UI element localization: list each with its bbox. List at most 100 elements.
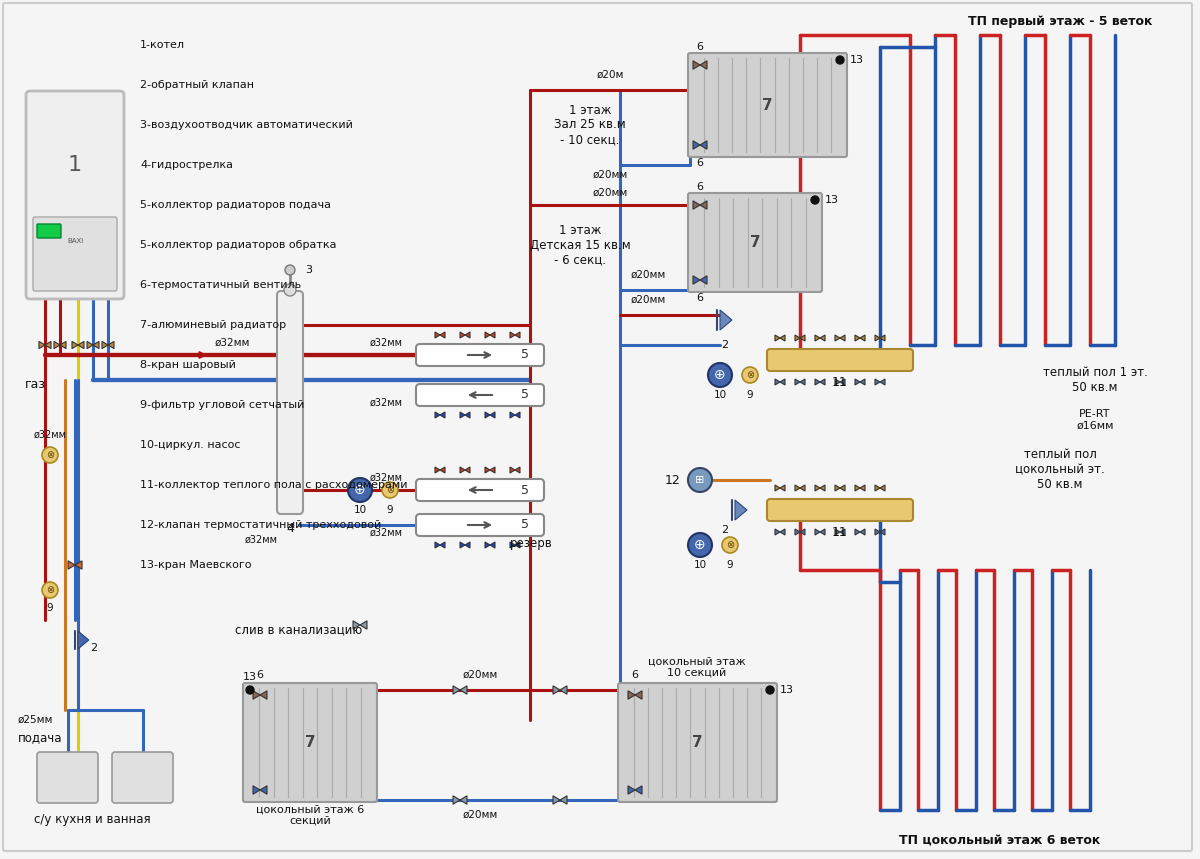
Polygon shape — [820, 379, 826, 385]
Polygon shape — [854, 335, 860, 341]
Polygon shape — [440, 412, 445, 418]
Polygon shape — [260, 691, 266, 699]
Polygon shape — [253, 786, 260, 795]
Text: 6: 6 — [696, 42, 703, 52]
Text: 4-гидрострелка: 4-гидрострелка — [140, 160, 233, 170]
Polygon shape — [490, 542, 496, 548]
Circle shape — [836, 56, 844, 64]
Polygon shape — [775, 335, 780, 341]
Polygon shape — [694, 276, 700, 284]
Polygon shape — [515, 412, 520, 418]
FancyBboxPatch shape — [416, 514, 544, 536]
Polygon shape — [860, 379, 865, 385]
Text: ТП первый этаж - 5 веток: ТП первый этаж - 5 веток — [968, 15, 1152, 28]
Circle shape — [742, 367, 758, 383]
Polygon shape — [720, 310, 732, 330]
Text: 7-алюминевый радиатор: 7-алюминевый радиатор — [140, 320, 286, 330]
Polygon shape — [360, 621, 367, 629]
Polygon shape — [515, 332, 520, 338]
Text: 5: 5 — [521, 519, 529, 532]
Polygon shape — [88, 341, 94, 349]
Text: ø32мм: ø32мм — [370, 398, 403, 408]
Text: 11: 11 — [832, 375, 848, 388]
Text: 6: 6 — [696, 158, 703, 168]
Text: цокольный этаж
10 секций: цокольный этаж 10 секций — [648, 656, 746, 678]
Polygon shape — [800, 335, 805, 341]
Polygon shape — [815, 529, 820, 535]
Text: 3-воздухоотводчик автоматический: 3-воздухоотводчик автоматический — [140, 120, 353, 130]
Polygon shape — [835, 529, 840, 535]
Text: ⊗: ⊗ — [726, 540, 734, 550]
Text: подача: подача — [18, 732, 62, 745]
Text: теплый пол 1 эт.
50 кв.м: теплый пол 1 эт. 50 кв.м — [1043, 366, 1147, 394]
Circle shape — [708, 363, 732, 387]
Polygon shape — [796, 529, 800, 535]
Polygon shape — [553, 685, 560, 694]
Text: 5: 5 — [521, 349, 529, 362]
FancyBboxPatch shape — [767, 499, 913, 521]
Polygon shape — [485, 542, 490, 548]
Polygon shape — [875, 485, 880, 491]
Text: 10: 10 — [694, 560, 707, 570]
Polygon shape — [74, 561, 82, 570]
Polygon shape — [835, 485, 840, 491]
Polygon shape — [436, 467, 440, 473]
Text: 10: 10 — [714, 390, 726, 400]
Polygon shape — [880, 379, 886, 385]
Circle shape — [811, 196, 818, 204]
Text: 9-фильтр угловой сетчатый: 9-фильтр угловой сетчатый — [140, 400, 305, 410]
Polygon shape — [800, 529, 805, 535]
Text: ⊗: ⊗ — [746, 370, 754, 380]
Polygon shape — [820, 485, 826, 491]
Polygon shape — [460, 332, 466, 338]
FancyBboxPatch shape — [416, 344, 544, 366]
Polygon shape — [694, 141, 700, 149]
Text: 2: 2 — [721, 340, 728, 350]
Polygon shape — [835, 335, 840, 341]
Text: ⊗: ⊗ — [46, 585, 54, 595]
Polygon shape — [860, 485, 865, 491]
Text: газ: газ — [25, 379, 46, 392]
Polygon shape — [553, 795, 560, 804]
Text: слив в канализацию: слив в канализацию — [235, 624, 362, 637]
Text: ⊗: ⊗ — [386, 485, 394, 495]
Text: 6: 6 — [257, 670, 264, 680]
Text: 13-кран Маевского: 13-кран Маевского — [140, 560, 252, 570]
Polygon shape — [54, 341, 60, 349]
Polygon shape — [510, 542, 515, 548]
Circle shape — [42, 447, 58, 463]
FancyBboxPatch shape — [767, 349, 913, 371]
Polygon shape — [775, 485, 780, 491]
Polygon shape — [560, 685, 568, 694]
Text: 5: 5 — [521, 388, 529, 401]
Text: с/у кухня и ванная: с/у кухня и ванная — [34, 813, 150, 826]
Polygon shape — [875, 529, 880, 535]
Text: 6: 6 — [631, 670, 638, 680]
Text: 7: 7 — [762, 98, 773, 113]
FancyBboxPatch shape — [37, 752, 98, 803]
Polygon shape — [466, 412, 470, 418]
Polygon shape — [454, 685, 460, 694]
Text: ø32мм: ø32мм — [215, 338, 251, 348]
Circle shape — [766, 686, 774, 694]
Polygon shape — [854, 485, 860, 491]
Polygon shape — [800, 485, 805, 491]
Polygon shape — [72, 341, 78, 349]
Polygon shape — [780, 379, 785, 385]
Text: 1: 1 — [68, 155, 82, 175]
Text: PE-RT
ø16мм: PE-RT ø16мм — [1076, 409, 1114, 431]
Text: 1 этаж
Зал 25 кв.м
- 10 секц.: 1 этаж Зал 25 кв.м - 10 секц. — [554, 103, 626, 147]
Text: 2-обратный клапан: 2-обратный клапан — [140, 80, 254, 90]
Polygon shape — [466, 467, 470, 473]
Text: ø32мм: ø32мм — [370, 338, 403, 348]
Polygon shape — [466, 542, 470, 548]
Polygon shape — [440, 332, 445, 338]
Polygon shape — [734, 500, 746, 520]
Text: 11-коллектор теплого пола с расходомерами: 11-коллектор теплого пола с расходомерам… — [140, 480, 408, 490]
Text: 12: 12 — [665, 473, 680, 486]
FancyBboxPatch shape — [37, 224, 61, 238]
Polygon shape — [108, 341, 114, 349]
Text: 4: 4 — [286, 521, 294, 534]
Polygon shape — [694, 61, 700, 70]
Text: ø20мм: ø20мм — [630, 270, 666, 280]
